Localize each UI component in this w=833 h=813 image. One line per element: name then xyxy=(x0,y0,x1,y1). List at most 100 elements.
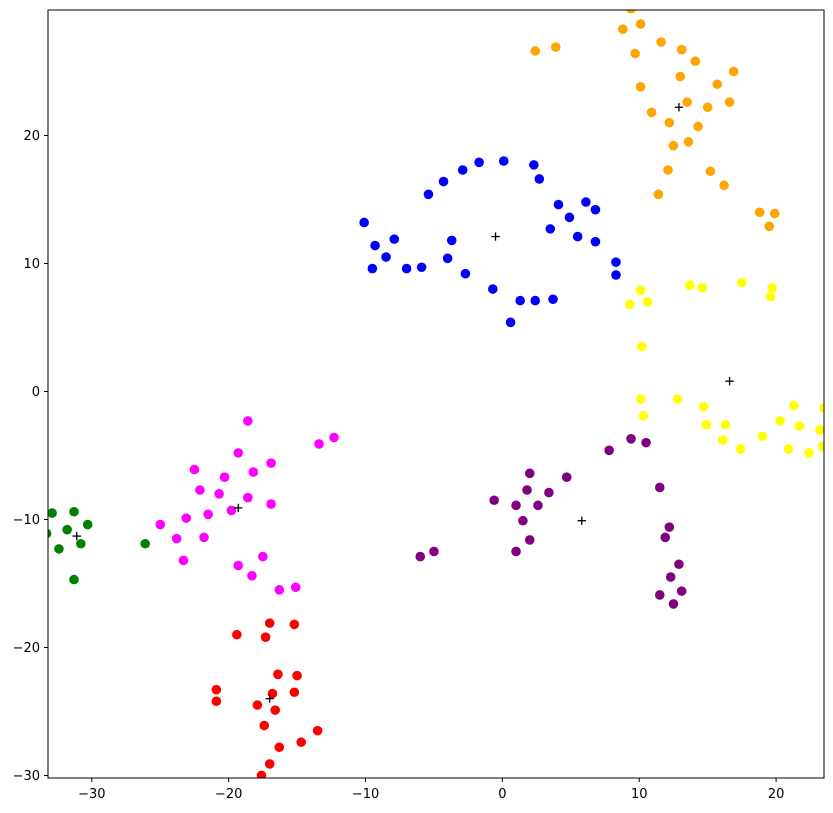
data-point-cluster-7 xyxy=(273,669,283,680)
data-point-cluster-3 xyxy=(775,416,786,426)
data-point-cluster-1 xyxy=(367,263,378,274)
data-point-cluster-5 xyxy=(226,505,237,516)
data-point-cluster-7 xyxy=(211,684,222,695)
data-point-cluster-7 xyxy=(289,619,300,630)
data-point-cluster-2 xyxy=(690,56,701,66)
data-point-cluster-2 xyxy=(764,221,775,232)
data-point-cluster-2 xyxy=(618,24,628,34)
data-point-cluster-3 xyxy=(635,394,646,404)
data-point-cluster-1 xyxy=(370,240,380,251)
data-point-cluster-1 xyxy=(505,317,516,328)
centroid-marker xyxy=(674,103,684,112)
x-tick-label: −10 xyxy=(352,787,379,802)
data-point-cluster-2 xyxy=(656,37,666,47)
y-tick-label: −20 xyxy=(13,641,40,656)
data-point-cluster-1 xyxy=(572,231,583,242)
data-point-cluster-5 xyxy=(266,458,276,468)
data-point-cluster-3 xyxy=(817,441,824,452)
x-tick-label: −30 xyxy=(78,787,105,802)
data-point-cluster-2 xyxy=(705,166,716,177)
data-point-cluster-1 xyxy=(423,189,434,200)
data-point-cluster-2 xyxy=(702,102,713,113)
data-point-cluster-2 xyxy=(635,82,646,92)
data-point-cluster-3 xyxy=(685,280,695,291)
data-point-cluster-4 xyxy=(544,487,554,498)
data-point-cluster-7 xyxy=(256,770,267,778)
data-point-cluster-5 xyxy=(290,582,301,593)
data-point-cluster-3 xyxy=(757,431,768,442)
data-point-cluster-1 xyxy=(611,257,621,267)
data-point-cluster-4 xyxy=(524,535,535,545)
data-point-cluster-6 xyxy=(69,506,79,517)
data-point-cluster-7 xyxy=(264,618,275,628)
y-axis-ticks: −30 −20 −10 0 10 20 xyxy=(13,129,48,784)
centroid-marker xyxy=(725,377,734,386)
data-point-cluster-4 xyxy=(654,482,665,493)
data-point-cluster-1 xyxy=(590,204,601,215)
data-point-cluster-3 xyxy=(638,410,649,421)
points-layer xyxy=(48,10,824,778)
data-point-cluster-3 xyxy=(789,400,799,411)
data-point-cluster-4 xyxy=(518,515,528,526)
data-point-cluster-3 xyxy=(717,435,728,445)
data-point-cluster-1 xyxy=(590,236,601,247)
data-point-cluster-3 xyxy=(697,282,707,293)
data-point-cluster-6 xyxy=(54,544,64,554)
data-point-cluster-6 xyxy=(82,519,93,530)
data-point-cluster-3 xyxy=(819,403,824,413)
data-point-cluster-3 xyxy=(767,282,777,293)
data-point-cluster-3 xyxy=(765,291,776,302)
centroid-marker xyxy=(72,531,81,541)
plot-frame xyxy=(47,9,825,779)
data-point-cluster-1 xyxy=(529,160,539,170)
data-point-cluster-7 xyxy=(312,725,323,736)
data-point-cluster-2 xyxy=(728,66,739,77)
data-point-cluster-1 xyxy=(548,294,558,305)
data-point-cluster-5 xyxy=(274,585,285,595)
data-point-cluster-4 xyxy=(626,434,636,444)
data-point-cluster-1 xyxy=(359,217,369,228)
data-point-cluster-1 xyxy=(389,234,400,244)
data-point-cluster-5 xyxy=(233,560,244,571)
data-point-cluster-4 xyxy=(641,437,651,448)
data-point-cluster-7 xyxy=(289,687,300,698)
data-point-cluster-7 xyxy=(232,629,242,640)
data-point-cluster-2 xyxy=(769,208,780,219)
data-point-cluster-2 xyxy=(635,19,646,29)
centroid-marker xyxy=(577,516,586,525)
x-tick-label: 0 xyxy=(498,787,506,802)
data-point-cluster-5 xyxy=(248,467,259,477)
data-point-cluster-3 xyxy=(720,419,731,430)
data-point-cluster-4 xyxy=(674,559,684,570)
data-point-cluster-5 xyxy=(178,555,189,566)
data-point-cluster-1 xyxy=(474,157,484,168)
data-point-cluster-3 xyxy=(804,448,814,458)
data-point-cluster-4 xyxy=(524,468,535,479)
data-point-cluster-4 xyxy=(664,522,675,532)
data-point-cluster-2 xyxy=(712,79,723,90)
data-point-cluster-1 xyxy=(581,197,591,207)
data-point-cluster-1 xyxy=(460,268,471,279)
data-point-cluster-1 xyxy=(553,199,564,210)
data-point-cluster-1 xyxy=(530,295,541,306)
data-point-cluster-1 xyxy=(401,263,412,274)
y-tick-label: −30 xyxy=(13,769,40,784)
data-point-cluster-4 xyxy=(533,500,543,511)
data-point-cluster-1 xyxy=(498,156,509,166)
data-point-cluster-1 xyxy=(438,176,449,187)
data-point-cluster-1 xyxy=(442,253,453,264)
data-point-cluster-3 xyxy=(815,425,824,435)
data-point-cluster-4 xyxy=(522,485,532,495)
data-point-cluster-2 xyxy=(668,140,679,151)
data-point-cluster-2 xyxy=(754,207,765,218)
x-axis-ticks: −30 −20 −10 0 10 20 xyxy=(78,778,784,802)
data-point-cluster-2 xyxy=(682,97,692,107)
data-point-cluster-1 xyxy=(515,295,525,306)
data-point-cluster-7 xyxy=(270,705,280,715)
centroids-layer xyxy=(72,103,734,703)
data-point-cluster-5 xyxy=(243,492,253,503)
data-point-cluster-2 xyxy=(653,189,664,200)
y-tick-label: −10 xyxy=(13,513,40,528)
data-point-cluster-4 xyxy=(668,599,679,609)
